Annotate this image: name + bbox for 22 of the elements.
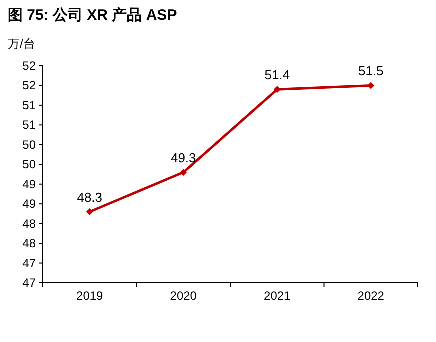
xtick: 2021 [264,289,291,303]
xtick: 2020 [170,289,197,303]
ytick: 49 [22,177,36,192]
ylabel: 万/台 [8,37,36,51]
ytick: 50 [22,158,36,172]
ytick: 52 [22,59,36,73]
data-label: 51.5 [358,64,384,79]
ytick: 47 [22,276,36,290]
ytick: 51 [22,98,36,112]
data-label: 48.3 [77,190,103,205]
data-label: 49.3 [170,150,196,166]
ytick: 47 [22,256,36,270]
ytick: 51 [22,118,36,132]
ytick: 52 [22,78,36,93]
ytick: 49 [22,197,36,212]
xtick: 2022 [358,289,384,303]
data-label: 51.4 [264,68,290,83]
ytick: 48 [22,216,36,231]
ytick: 48 [22,236,36,251]
ytick: 50 [22,138,36,152]
title: 图 75: 公司 XR 产品 ASP [8,7,178,24]
xtick: 2019 [76,289,104,303]
